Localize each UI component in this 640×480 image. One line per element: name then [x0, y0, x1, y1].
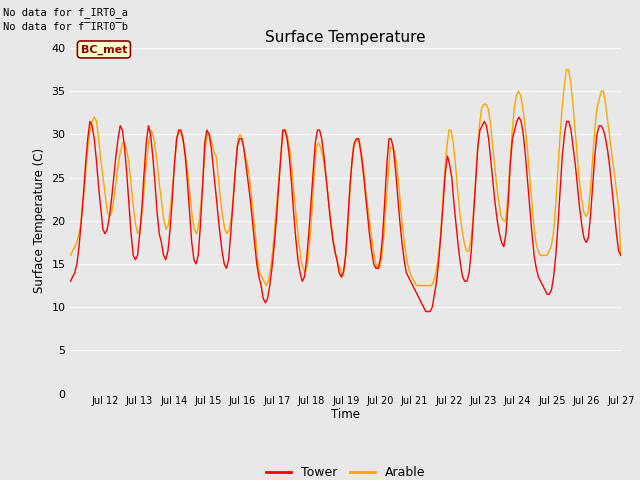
Y-axis label: Surface Temperature (C): Surface Temperature (C) — [33, 148, 46, 293]
X-axis label: Time: Time — [331, 408, 360, 421]
Text: BC_met: BC_met — [81, 44, 127, 55]
Text: No data for f_IRT0_a: No data for f_IRT0_a — [3, 7, 128, 18]
Title: Surface Temperature: Surface Temperature — [266, 30, 426, 46]
Legend: Tower, Arable: Tower, Arable — [261, 461, 430, 480]
Text: No data for f̅IRT0̅b: No data for f̅IRT0̅b — [3, 22, 128, 32]
